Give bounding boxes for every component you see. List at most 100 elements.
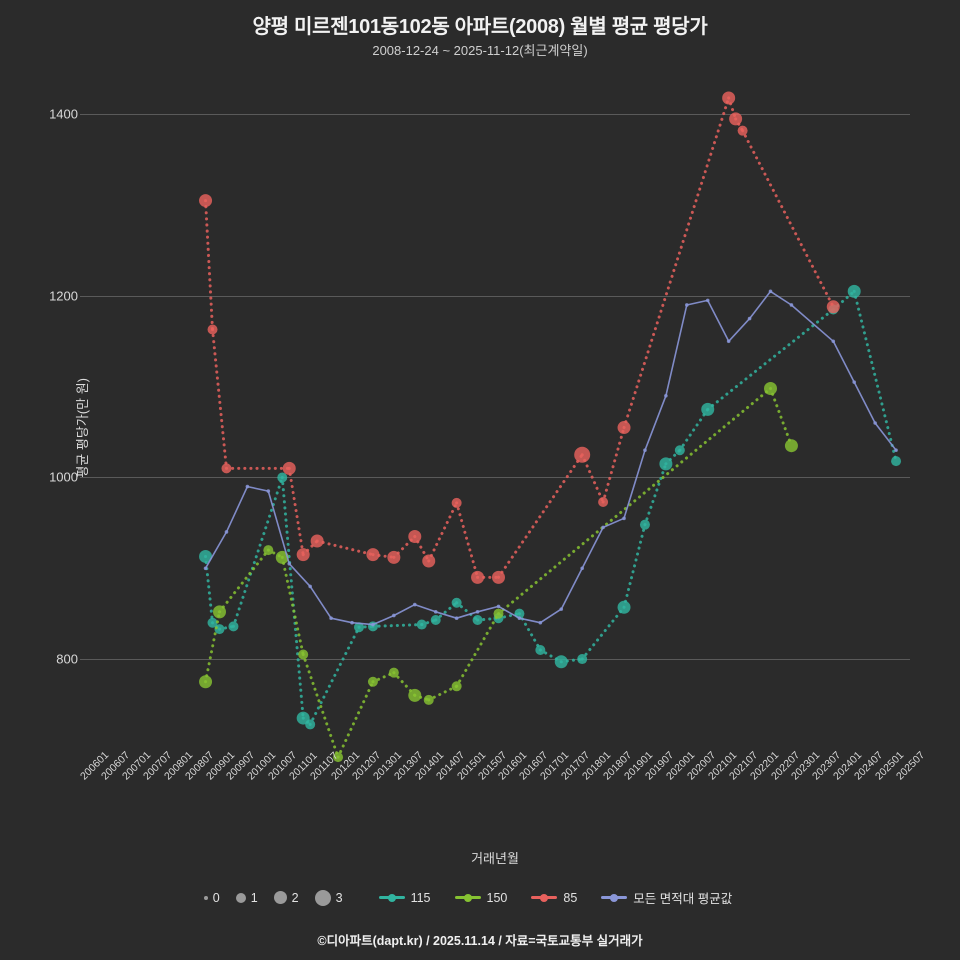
series-dotted-connector [852, 289, 898, 463]
series-dotted-connector [496, 453, 584, 579]
legend-size-label: 3 [335, 890, 343, 905]
series-dotted-connector [280, 555, 305, 657]
data-point [298, 649, 309, 660]
data-point [873, 421, 877, 425]
legend-size-item: 1 [235, 891, 258, 905]
series-dotted-connector [280, 475, 305, 720]
legend-series-swatch [454, 893, 481, 902]
data-point [496, 604, 501, 609]
data-point [491, 570, 505, 584]
data-point [392, 613, 396, 618]
legend-series-dot [540, 893, 549, 902]
data-point [639, 519, 650, 530]
grid-line [80, 477, 910, 479]
data-point [228, 621, 239, 632]
series-dotted-connector [496, 387, 773, 616]
data-point [729, 112, 743, 126]
series-dotted-connector [706, 308, 835, 411]
legend-series-label: 85 [563, 890, 578, 905]
legend-size-item: 3 [314, 889, 343, 906]
data-point [430, 615, 441, 626]
series-dotted-connector [287, 466, 305, 557]
data-point [408, 529, 422, 543]
data-point [387, 550, 401, 564]
data-point [826, 300, 840, 314]
series-dotted-connector [301, 653, 340, 759]
legend-size-dot [235, 892, 246, 903]
series-dotted-connector [455, 601, 480, 622]
data-point [643, 448, 647, 453]
x-axis-ticks: 200601 200607 200701 200707 200801 200807 2009… [78, 749, 927, 854]
series-dotted-connector [538, 648, 563, 664]
data-point [601, 525, 605, 530]
data-point [416, 619, 427, 630]
y-tick-label: 1400 [49, 106, 78, 122]
page-subtitle: 2008-12-24 ~ 2025-11-12(최근계약일) [372, 43, 588, 58]
data-point [471, 570, 485, 584]
data-point [199, 675, 213, 689]
data-point [282, 461, 296, 475]
data-point [412, 602, 417, 607]
legend-series-label: 115 [410, 890, 431, 905]
data-point [266, 489, 271, 493]
data-point [451, 497, 462, 508]
series-dotted-connector [622, 523, 647, 609]
data-point [287, 561, 292, 566]
legend-size-label: 0 [212, 890, 220, 905]
legend-size-group: 0 1 2 3 [203, 889, 353, 906]
series-dotted-connector [204, 199, 215, 331]
series-dotted-connector [308, 625, 361, 726]
series-dotted-connector [427, 684, 459, 702]
page-title: 양평 미르젠101동102동 아파트(2008) 월별 평균 평당가 [252, 16, 708, 38]
footer-credit: ©디아파트(dapt.kr) / 2025.11.14 / 자료=국토교통부 실… [317, 934, 643, 948]
series-dotted-connector [231, 475, 284, 628]
series-dotted-connector [371, 623, 424, 628]
legend-size-item: 0 [203, 890, 220, 905]
data-point [622, 516, 626, 521]
plot-area: 800 1000 1200 1400 평균 평당가(만 원) 200601 200607… [49, 78, 927, 866]
data-point [475, 610, 480, 614]
data-point [277, 472, 288, 483]
data-point [517, 616, 522, 620]
data-point [493, 608, 504, 619]
data-point [768, 289, 773, 294]
data-point [308, 584, 312, 589]
data-point [422, 554, 436, 568]
legend-series-swatch [531, 893, 558, 902]
y-axis-label: 평균 평당가(만 원) [75, 378, 90, 478]
legend-size-dot [203, 895, 208, 900]
grid-line [80, 659, 910, 661]
data-point [617, 600, 631, 614]
data-point [366, 548, 380, 562]
data-point [538, 620, 543, 625]
legend-series-swatch [601, 893, 628, 902]
data-point [451, 681, 462, 692]
data-point [296, 548, 310, 562]
series-dotted-connector [217, 548, 270, 614]
series-dotted-connector [455, 501, 480, 579]
data-point [559, 607, 564, 611]
chart-canvas [199, 91, 902, 763]
legend-size-item: 2 [273, 891, 299, 905]
legend-series-item[interactable]: 115 [378, 890, 431, 905]
data-point [891, 456, 902, 467]
legend-series-item[interactable]: 150 [454, 891, 507, 905]
series-dotted-connector [211, 327, 228, 470]
data-point [263, 545, 274, 556]
data-point [535, 644, 546, 655]
legend-series-item[interactable]: 모든 면적대 평균값 [601, 888, 732, 907]
data-point [199, 549, 213, 563]
data-point [737, 125, 748, 136]
data-point [705, 298, 710, 303]
x-axis-label: 거래년월 [471, 851, 519, 866]
legend-series-group: 115 150 85 모든 면적대 평균값 [378, 888, 757, 907]
series-dotted-connector [741, 129, 835, 309]
series-dotted-connector [643, 462, 668, 527]
legend-series-item[interactable]: 85 [531, 891, 577, 905]
y-tick-label: 1000 [49, 469, 78, 485]
data-point [203, 566, 208, 571]
legend-series-dot [610, 893, 619, 902]
data-point [454, 616, 459, 620]
data-point [894, 448, 898, 453]
data-point [852, 380, 857, 384]
